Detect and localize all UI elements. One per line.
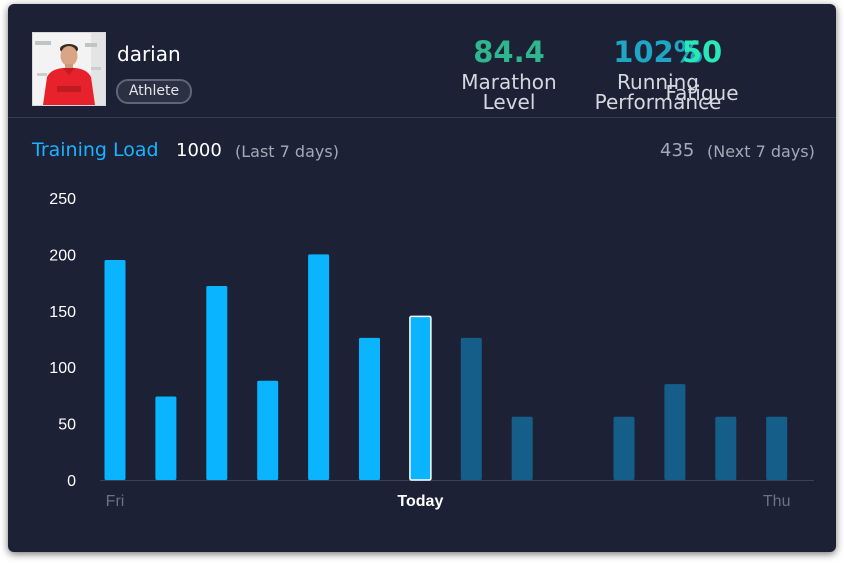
y-tick-label: 100	[49, 360, 76, 377]
stat-marathon-level: 84.4 Marathon Level	[434, 35, 584, 112]
stat-label-line: Marathon	[461, 70, 557, 94]
bar[interactable]	[766, 416, 788, 480]
stat-label-line: Running	[617, 70, 699, 94]
bar[interactable]	[155, 396, 177, 481]
training-load-next-period: (Next 7 days)	[707, 142, 815, 161]
stat-running-performance: 102% Running Performance	[583, 35, 733, 112]
stat-value: 84.4	[473, 35, 545, 69]
avatar-image	[33, 33, 105, 105]
stat-label-line: Fatigue	[665, 81, 739, 105]
y-tick-label: 150	[49, 304, 76, 321]
y-tick-label: 0	[67, 473, 76, 490]
stat-label-line: Performance	[594, 90, 722, 114]
bar[interactable]	[104, 260, 126, 480]
stat-label-line: Level	[482, 90, 536, 114]
x-tick-label: Fri	[106, 493, 125, 510]
training-load-last-period: (Last 7 days)	[235, 142, 339, 161]
role-badge[interactable]: Athlete	[116, 79, 192, 104]
stat-fatigue: 50 Fatigue	[666, 35, 836, 103]
stat-label: Running Performance	[583, 72, 733, 112]
bar[interactable]	[308, 254, 330, 480]
x-tick-label: Today	[397, 493, 443, 510]
athlete-card: darian Athlete 84.4 Marathon Level 102% …	[8, 4, 836, 552]
x-tick-label: Thu	[763, 493, 791, 510]
bar[interactable]	[511, 416, 533, 480]
training-load-next-value: 435	[660, 140, 695, 161]
bar[interactable]	[206, 286, 228, 480]
header-divider	[8, 117, 836, 118]
bar[interactable]	[664, 384, 686, 480]
bar[interactable]	[460, 337, 482, 480]
training-load-last-value: 1000	[176, 140, 222, 161]
athlete-name: darian	[117, 42, 181, 66]
stat-value: 50	[681, 35, 723, 69]
y-tick-label: 250	[49, 191, 76, 208]
bar[interactable]	[715, 416, 737, 480]
stat-value: 102%	[613, 35, 703, 69]
stat-label: Marathon Level	[434, 72, 584, 112]
training-load-title: Training Load	[32, 139, 159, 161]
training-load-chart: 0 50 100 150 200 250 Fri Today Thu	[49, 191, 814, 510]
y-tick-label: 200	[49, 247, 76, 264]
stat-label: Fatigue	[626, 83, 778, 103]
avatar[interactable]	[32, 32, 106, 106]
y-tick-label: 50	[58, 417, 76, 434]
bar-today[interactable]	[409, 315, 432, 481]
bar[interactable]	[359, 337, 380, 480]
bar[interactable]	[257, 380, 279, 480]
bar[interactable]	[613, 416, 635, 480]
